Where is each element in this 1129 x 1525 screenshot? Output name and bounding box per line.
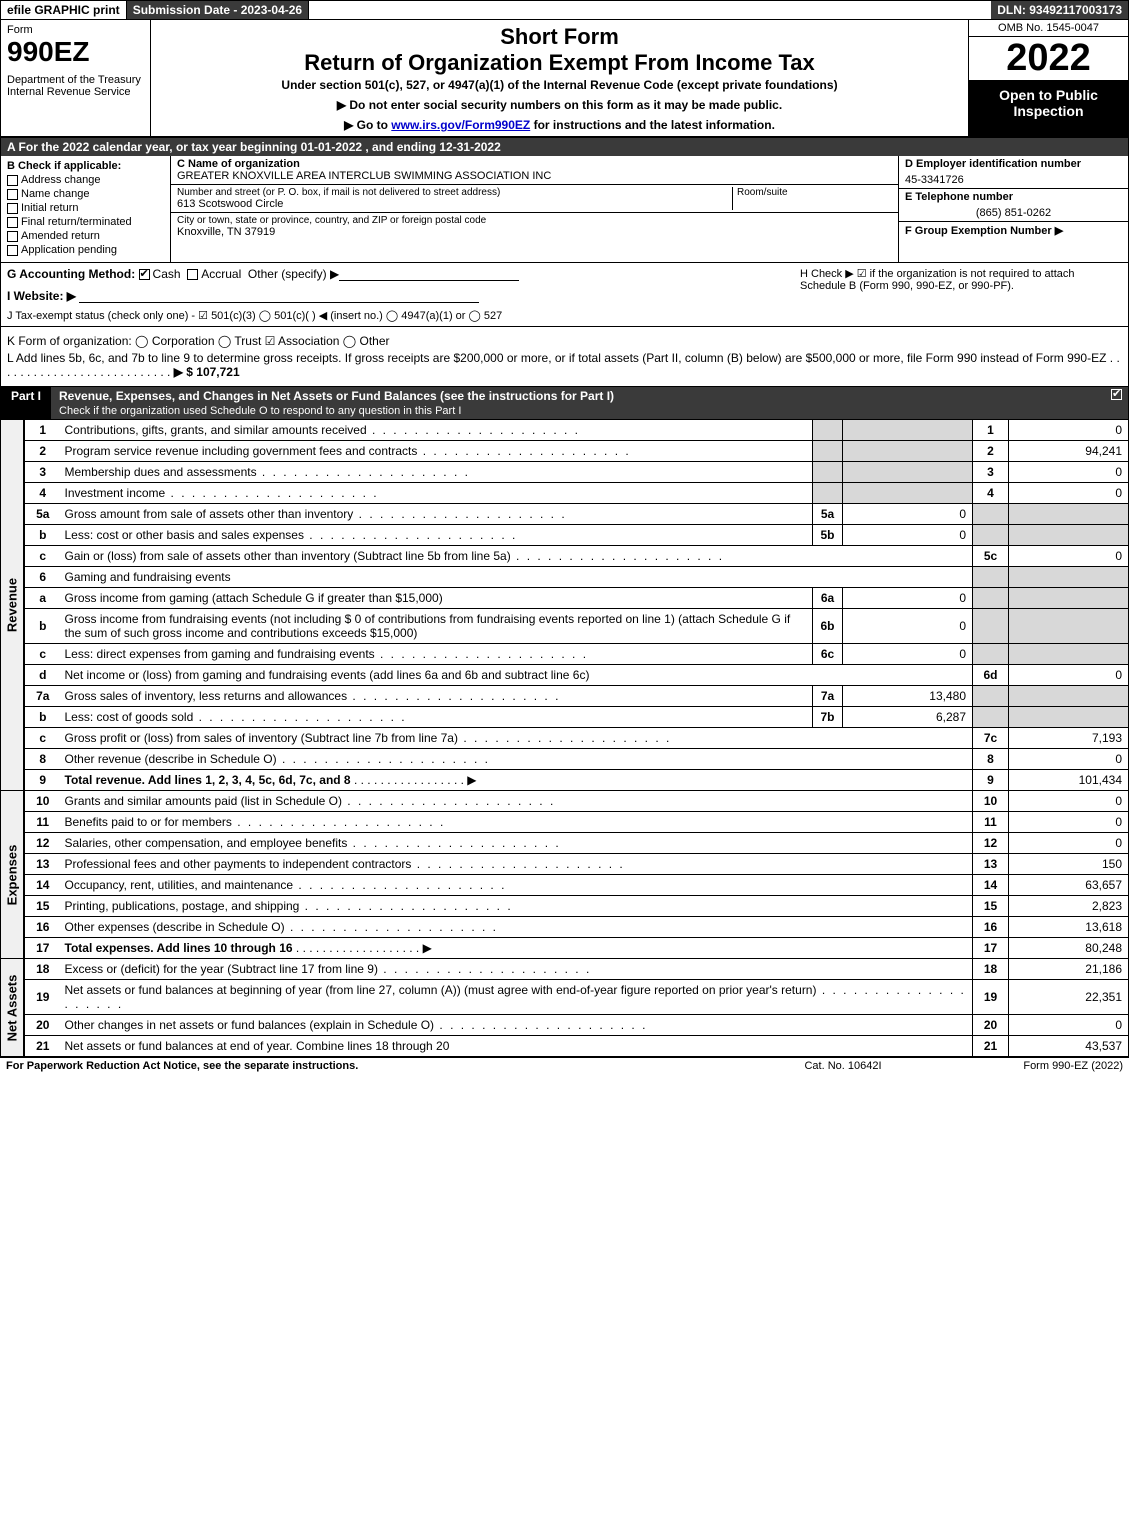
group-exemption-label: F Group Exemption Number ▶ (899, 222, 1128, 239)
section-a-bar: A For the 2022 calendar year, or tax yea… (0, 138, 1129, 156)
h-schedule-b: H Check ▶ ☑ if the organization is not r… (792, 267, 1122, 322)
line-8: 8Other revenue (describe in Schedule O)8… (25, 749, 1129, 770)
chk-initial-return[interactable]: Initial return (7, 202, 164, 214)
b-label: B Check if applicable: (7, 160, 164, 172)
open-public-badge: Open to Public Inspection (969, 81, 1128, 136)
part-i-bar: Part I Revenue, Expenses, and Changes in… (0, 387, 1129, 420)
part-i-title: Revenue, Expenses, and Changes in Net As… (51, 387, 1108, 419)
chk-address-change[interactable]: Address change (7, 174, 164, 186)
chk-amended-return[interactable]: Amended return (7, 230, 164, 242)
revenue-block: Revenue 1Contributions, gifts, grants, a… (0, 420, 1129, 791)
title-return: Return of Organization Exempt From Incom… (157, 50, 962, 76)
col-c: C Name of organization GREATER KNOXVILLE… (171, 156, 898, 262)
line-6d: dNet income or (loss) from gaming and fu… (25, 665, 1129, 686)
expenses-block: Expenses 10Grants and similar amounts pa… (0, 791, 1129, 959)
line-7b: bLess: cost of goods sold7b6,287 (25, 707, 1129, 728)
dln-label: DLN: 93492117003173 (991, 1, 1128, 19)
line-5a: 5aGross amount from sale of assets other… (25, 504, 1129, 525)
line-6: 6Gaming and fundraising events (25, 567, 1129, 588)
block-g-h: G Accounting Method: Cash Accrual Other … (0, 263, 1129, 327)
line-9: 9Total revenue. Add lines 1, 2, 3, 4, 5c… (25, 770, 1129, 791)
line-1: 1Contributions, gifts, grants, and simil… (25, 420, 1129, 441)
goto-note: ▶ Go to www.irs.gov/Form990EZ for instru… (157, 118, 962, 132)
city-label: City or town, state or province, country… (177, 215, 892, 226)
line-13: 13Professional fees and other payments t… (25, 854, 1129, 875)
line-5c: cGain or (loss) from sale of assets othe… (25, 546, 1129, 567)
dept-label: Department of the Treasury Internal Reve… (7, 74, 144, 98)
line-6b: bGross income from fundraising events (n… (25, 609, 1129, 644)
line-6c: cLess: direct expenses from gaming and f… (25, 644, 1129, 665)
line-21: 21Net assets or fund balances at end of … (25, 1036, 1129, 1057)
line-4: 4Investment income40 (25, 483, 1129, 504)
goto-pre: ▶ Go to (344, 118, 391, 132)
line-12: 12Salaries, other compensation, and empl… (25, 833, 1129, 854)
chk-final-return[interactable]: Final return/terminated (7, 216, 164, 228)
block-b-c-d: B Check if applicable: Address change Na… (0, 156, 1129, 263)
part-i-label: Part I (1, 387, 51, 419)
col-b: B Check if applicable: Address change Na… (1, 156, 171, 262)
goto-post: for instructions and the latest informat… (530, 118, 775, 132)
line-14: 14Occupancy, rent, utilities, and mainte… (25, 875, 1129, 896)
line-3: 3Membership dues and assessments30 (25, 462, 1129, 483)
other-specify-line[interactable] (339, 269, 519, 281)
addr-label: Number and street (or P. O. box, if mail… (177, 187, 732, 198)
line-l: L Add lines 5b, 6c, and 7b to line 9 to … (7, 351, 1122, 379)
org-name: GREATER KNOXVILLE AREA INTERCLUB SWIMMIN… (177, 170, 892, 182)
footer-left: For Paperwork Reduction Act Notice, see … (6, 1060, 743, 1072)
line-10: 10Grants and similar amounts paid (list … (25, 791, 1129, 812)
chk-accrual[interactable] (187, 269, 198, 280)
submission-date: Submission Date - 2023-04-26 (127, 1, 309, 19)
accounting-method: G Accounting Method: Cash Accrual Other … (7, 267, 792, 281)
irs-link[interactable]: www.irs.gov/Form990EZ (391, 118, 530, 132)
line-7c: cGross profit or (loss) from sales of in… (25, 728, 1129, 749)
revenue-side-label: Revenue (0, 420, 24, 791)
title-short-form: Short Form (157, 24, 962, 50)
ssn-note: ▶ Do not enter social security numbers o… (157, 98, 962, 112)
footer-form-ref: Form 990-EZ (2022) (943, 1060, 1123, 1072)
c-name-label: C Name of organization (177, 158, 888, 170)
tel-value: (865) 851-0262 (899, 205, 1128, 222)
netassets-side-label: Net Assets (0, 959, 24, 1057)
line-19: 19Net assets or fund balances at beginni… (25, 980, 1129, 1015)
line-5b: bLess: cost or other basis and sales exp… (25, 525, 1129, 546)
city-state-zip: Knoxville, TN 37919 (177, 226, 892, 238)
chk-name-change[interactable]: Name change (7, 188, 164, 200)
tel-label: E Telephone number (899, 189, 1128, 205)
part-i-check[interactable] (1108, 387, 1128, 419)
form-header: Form 990EZ Department of the Treasury In… (0, 20, 1129, 138)
tax-exempt-status: J Tax-exempt status (check only one) - ☑… (7, 309, 792, 322)
efile-label[interactable]: efile GRAPHIC print (1, 1, 127, 19)
line-20: 20Other changes in net assets or fund ba… (25, 1015, 1129, 1036)
website-line[interactable] (79, 291, 479, 303)
ein-label: D Employer identification number (899, 156, 1128, 172)
subtitle: Under section 501(c), 527, or 4947(a)(1)… (157, 78, 962, 92)
line-17: 17Total expenses. Add lines 10 through 1… (25, 938, 1129, 959)
tax-year: 2022 (969, 37, 1128, 81)
line-15: 15Printing, publications, postage, and s… (25, 896, 1129, 917)
street-address: 613 Scotswood Circle (177, 198, 732, 210)
chk-application-pending[interactable]: Application pending (7, 244, 164, 256)
block-k-l: K Form of organization: ◯ Corporation ◯ … (0, 327, 1129, 387)
website-row: I Website: ▶ (7, 289, 792, 303)
form-of-org: K Form of organization: ◯ Corporation ◯ … (7, 334, 1122, 348)
chk-cash[interactable] (139, 269, 150, 280)
col-d: D Employer identification number 45-3341… (898, 156, 1128, 262)
line-7a: 7aGross sales of inventory, less returns… (25, 686, 1129, 707)
omb-number: OMB No. 1545-0047 (969, 20, 1128, 37)
line-6a: aGross income from gaming (attach Schedu… (25, 588, 1129, 609)
netassets-block: Net Assets 18Excess or (deficit) for the… (0, 959, 1129, 1057)
page-footer: For Paperwork Reduction Act Notice, see … (0, 1057, 1129, 1074)
top-bar: efile GRAPHIC print Submission Date - 20… (0, 0, 1129, 20)
form-word: Form (7, 24, 144, 36)
line-2: 2Program service revenue including gover… (25, 441, 1129, 462)
expenses-side-label: Expenses (0, 791, 24, 959)
footer-cat-no: Cat. No. 10642I (743, 1060, 943, 1072)
gross-receipts-amount: ▶ $ 107,721 (174, 365, 240, 379)
form-number: 990EZ (7, 36, 144, 68)
line-18: 18Excess or (deficit) for the year (Subt… (25, 959, 1129, 980)
line-11: 11Benefits paid to or for members110 (25, 812, 1129, 833)
ein-value: 45-3341726 (899, 172, 1128, 189)
line-16: 16Other expenses (describe in Schedule O… (25, 917, 1129, 938)
room-label: Room/suite (737, 187, 892, 198)
